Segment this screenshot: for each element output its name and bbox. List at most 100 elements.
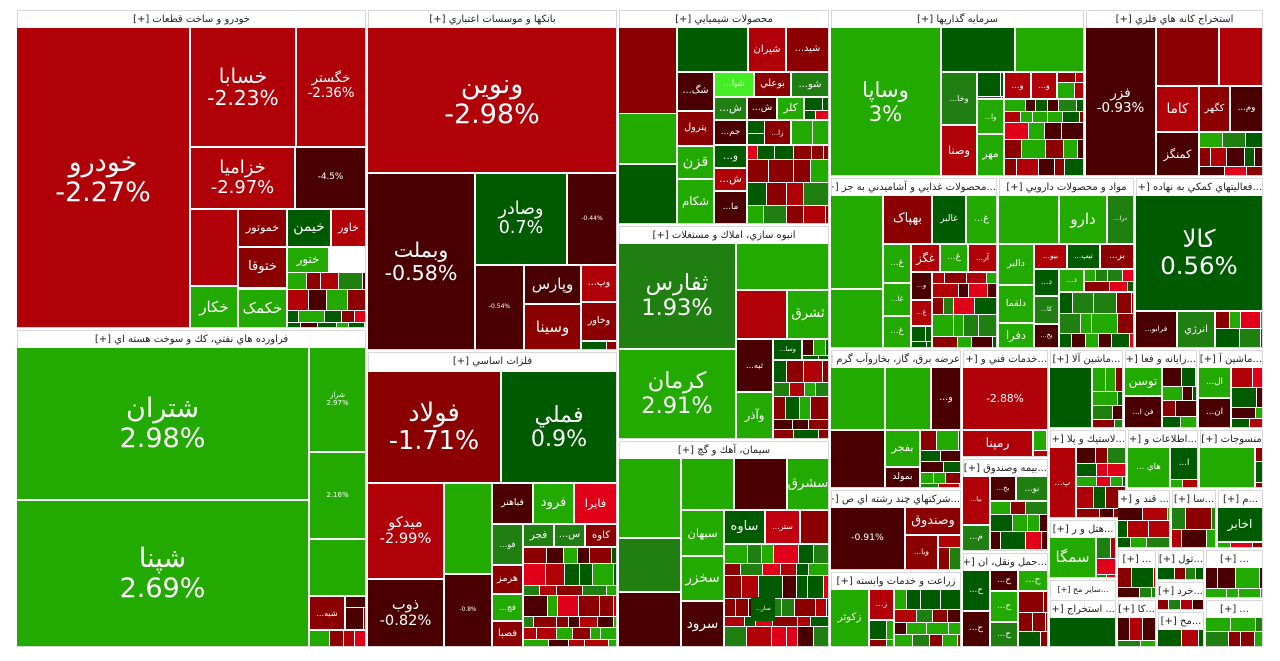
minor-stock-tile[interactable] <box>748 146 757 159</box>
minor-stock-tile[interactable] <box>321 273 338 289</box>
minor-stock-tile[interactable] <box>1256 618 1262 631</box>
minor-stock-tile[interactable] <box>1255 632 1262 646</box>
minor-stock-tile[interactable] <box>804 183 828 205</box>
minor-stock-tile[interactable] <box>1261 589 1262 597</box>
minor-stock-tile[interactable] <box>330 631 343 646</box>
minor-stock-tile[interactable] <box>591 628 600 639</box>
minor-stock-tile[interactable] <box>993 337 996 347</box>
stock-tile[interactable]: کالا 0.56% <box>1136 196 1262 310</box>
minor-stock-tile[interactable] <box>1183 387 1192 400</box>
stock-tile[interactable]: ...غ <box>967 196 996 243</box>
stock-tile[interactable] <box>737 244 828 289</box>
stock-tile[interactable]: ...غ <box>912 301 931 325</box>
sector-title[interactable]: ...كا [+] <box>1119 601 1155 618</box>
stock-tile[interactable]: شیران <box>749 28 785 71</box>
minor-stock-tile[interactable] <box>1115 420 1122 427</box>
minor-stock-tile[interactable] <box>811 617 828 626</box>
minor-stock-tile[interactable] <box>1044 592 1047 612</box>
stock-tile[interactable]: اخابر <box>1218 508 1262 541</box>
stock-tile[interactable]: ...سار <box>751 597 775 621</box>
minor-stock-tile[interactable] <box>1097 575 1106 577</box>
stock-tile[interactable]: وصندوق <box>906 508 960 534</box>
minor-stock-tile[interactable] <box>949 623 960 634</box>
stock-tile[interactable]: ...ان <box>1199 399 1230 427</box>
minor-stock-tile[interactable] <box>1040 515 1047 531</box>
minor-stock-tile[interactable] <box>1206 632 1228 646</box>
stock-tile[interactable]: کگهر <box>1200 87 1229 131</box>
stock-tile[interactable]: ...فو <box>493 525 522 564</box>
minor-stock-tile[interactable] <box>1060 334 1071 347</box>
minor-stock-tile[interactable] <box>1143 618 1155 640</box>
stock-tile[interactable]: سخزر <box>682 557 723 600</box>
minor-stock-tile[interactable] <box>948 610 960 622</box>
minor-stock-tile[interactable] <box>288 290 308 310</box>
minor-stock-tile[interactable] <box>787 206 803 223</box>
stock-tile[interactable]: ذوب -0.82% <box>368 580 443 646</box>
stock-tile[interactable]: ...فرابو <box>1136 312 1176 347</box>
minor-stock-tile[interactable] <box>775 146 793 159</box>
minor-stock-tile[interactable] <box>774 420 792 429</box>
minor-stock-tile[interactable] <box>1118 392 1122 405</box>
minor-stock-tile[interactable] <box>941 590 960 609</box>
sector-title[interactable]: ...م [+] <box>1219 491 1262 508</box>
minor-stock-tile[interactable] <box>1086 334 1098 347</box>
minor-stock-tile[interactable] <box>1193 600 1203 609</box>
sector-title[interactable]: ...سا [+] <box>1173 491 1215 508</box>
minor-stock-tile[interactable] <box>1131 538 1146 547</box>
sector-title[interactable]: ...ماشين آلا [+] <box>1051 351 1122 368</box>
stock-tile[interactable]: شپنا 2.69% <box>17 501 308 646</box>
minor-stock-tile[interactable] <box>1163 417 1180 427</box>
stock-tile[interactable]: فصبا <box>493 622 522 646</box>
minor-stock-tile[interactable] <box>1110 282 1127 291</box>
sector-title[interactable]: ...تول [+] <box>1159 551 1203 568</box>
stock-tile[interactable]: ...پ <box>1050 448 1075 517</box>
sector-title[interactable]: فراورده هاي نفتي، كك و سوخت هسته اي [+] <box>18 331 365 348</box>
stock-tile[interactable] <box>801 511 828 543</box>
minor-stock-tile[interactable] <box>364 608 365 629</box>
minor-stock-tile[interactable] <box>1072 334 1085 347</box>
minor-stock-tile[interactable] <box>795 599 815 616</box>
stock-tile[interactable]: ...س <box>555 525 584 546</box>
minor-stock-tile[interactable] <box>288 273 306 289</box>
minor-stock-tile[interactable] <box>1108 448 1125 463</box>
minor-stock-tile[interactable] <box>782 599 794 616</box>
minor-stock-tile[interactable] <box>954 298 974 314</box>
stock-tile[interactable] <box>619 165 676 223</box>
minor-stock-tile[interactable] <box>927 342 931 347</box>
minor-stock-tile[interactable] <box>558 596 578 616</box>
minor-stock-tile[interactable] <box>564 548 577 563</box>
minor-stock-tile[interactable] <box>887 640 893 646</box>
minor-stock-tile[interactable] <box>814 545 828 563</box>
sector-title[interactable]: ...ماشين آ [+] <box>1200 351 1262 368</box>
minor-stock-tile[interactable] <box>318 323 336 327</box>
stock-tile[interactable]: سرود <box>682 602 723 646</box>
minor-stock-tile[interactable] <box>1236 568 1259 588</box>
minor-stock-tile[interactable] <box>1241 312 1260 328</box>
minor-stock-tile[interactable] <box>823 361 828 382</box>
minor-stock-tile[interactable] <box>725 576 741 598</box>
minor-stock-tile[interactable] <box>565 564 579 585</box>
minor-stock-tile[interactable] <box>748 134 764 144</box>
minor-stock-tile[interactable] <box>1048 112 1062 122</box>
minor-stock-tile[interactable] <box>1255 148 1262 166</box>
minor-stock-tile[interactable] <box>1048 100 1058 111</box>
minor-stock-tile[interactable] <box>787 627 797 646</box>
minor-stock-tile[interactable] <box>826 340 828 355</box>
minor-stock-tile[interactable] <box>1182 530 1206 547</box>
stock-tile[interactable]: ...زا <box>765 121 790 144</box>
stock-tile[interactable]: فزر -0.93% <box>1086 28 1155 175</box>
minor-stock-tile[interactable] <box>921 473 933 483</box>
stock-tile[interactable]: بفجر <box>886 431 919 466</box>
minor-stock-tile[interactable] <box>1241 632 1254 646</box>
minor-stock-tile[interactable] <box>1060 314 1080 333</box>
stock-tile[interactable]: ...ستر <box>766 511 799 543</box>
minor-stock-tile[interactable] <box>764 206 786 223</box>
minor-stock-tile[interactable] <box>930 635 942 646</box>
minor-stock-tile[interactable] <box>1013 515 1027 531</box>
minor-stock-tile[interactable] <box>1246 133 1262 147</box>
minor-stock-tile[interactable] <box>1093 368 1105 391</box>
minor-stock-tile[interactable] <box>1078 140 1083 158</box>
minor-stock-tile[interactable] <box>1257 388 1262 407</box>
minor-stock-tile[interactable] <box>1034 451 1047 456</box>
stock-tile[interactable]: سبهان <box>682 511 723 555</box>
